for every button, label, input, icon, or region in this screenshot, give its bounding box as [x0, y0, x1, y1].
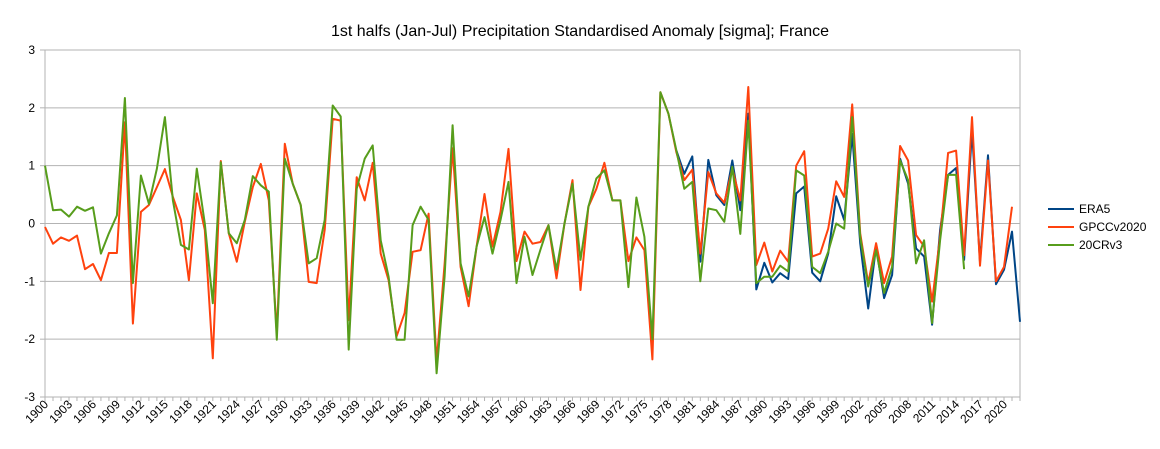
y-tick-label: -1 [24, 274, 35, 288]
y-tick-label: 0 [28, 217, 35, 231]
x-tick-label: 2002 [838, 397, 867, 426]
x-tick-label: 1921 [190, 397, 219, 426]
x-tick-label: 1918 [166, 397, 195, 426]
x-tick-label: 1951 [430, 397, 459, 426]
x-tick-label: 1915 [142, 397, 171, 426]
x-tick-label: 1987 [718, 397, 747, 426]
y-tick-label: -3 [24, 390, 35, 404]
x-tick-label: 2020 [981, 397, 1010, 426]
x-tick-label: 1936 [310, 397, 339, 426]
x-tick-label: 1927 [238, 397, 267, 426]
x-tick-label: 1984 [694, 397, 723, 426]
gridlines [40, 49, 1021, 402]
x-tick-label: 1981 [670, 397, 699, 426]
x-tick-label: 1933 [286, 397, 315, 426]
y-tick-label: 2 [28, 101, 35, 115]
x-tick-label: 1930 [262, 397, 291, 426]
x-tick-label: 2014 [933, 397, 962, 426]
x-tick-label: 1948 [406, 397, 435, 426]
series-lines [44, 86, 1021, 375]
chart-title: 1st halfs (Jan-Jul) Precipitation Standa… [331, 23, 829, 40]
y-axis-ticks: 3 2 1 0 -1 -2 -3 [24, 43, 35, 404]
x-tick-label: 1996 [790, 397, 819, 426]
x-tick-label: 1960 [502, 397, 531, 426]
x-tick-label: 1942 [358, 397, 387, 426]
x-tick-label: 1963 [526, 397, 555, 426]
x-tick-label: 2017 [957, 397, 986, 426]
x-tick-label: 1975 [622, 397, 651, 426]
x-tick-label: 1969 [574, 397, 603, 426]
x-tick-label: 2011 [910, 397, 938, 425]
x-tick-label: 1912 [118, 397, 147, 426]
series-line-20crv3 [44, 91, 966, 375]
legend-label: 20CRv3 [1079, 238, 1123, 252]
x-tick-label: 1939 [334, 397, 363, 426]
x-tick-label: 1954 [454, 397, 483, 426]
x-tick-label: 1909 [94, 397, 123, 426]
series-line-gpccv2020 [44, 86, 1013, 364]
x-tick-label: 1903 [46, 397, 75, 426]
x-tick-label: 1972 [598, 397, 627, 426]
y-tick-label: -2 [24, 332, 35, 346]
x-tick-label: 1990 [742, 397, 771, 426]
legend-label: GPCCv2020 [1079, 220, 1147, 234]
x-tick-label: 1945 [382, 397, 411, 426]
y-tick-label: 3 [28, 43, 35, 57]
x-tick-label: 2005 [861, 397, 890, 426]
x-tick-label: 1999 [814, 397, 843, 426]
legend: ERA5 GPCCv2020 20CRv3 [1048, 202, 1147, 252]
x-axis-ticks: 1900190319061909191219151918192119241927… [22, 397, 1010, 426]
x-tick-label: 1906 [70, 397, 99, 426]
legend-label: ERA5 [1079, 202, 1111, 216]
x-tick-label: 1957 [478, 397, 507, 426]
y-tick-label: 1 [28, 159, 35, 173]
x-tick-label: 1978 [646, 397, 675, 426]
x-tick-label: 1993 [766, 397, 795, 426]
x-tick-label: 2008 [885, 397, 914, 426]
x-tick-label: 1924 [214, 397, 243, 426]
x-tick-label: 1966 [550, 397, 579, 426]
